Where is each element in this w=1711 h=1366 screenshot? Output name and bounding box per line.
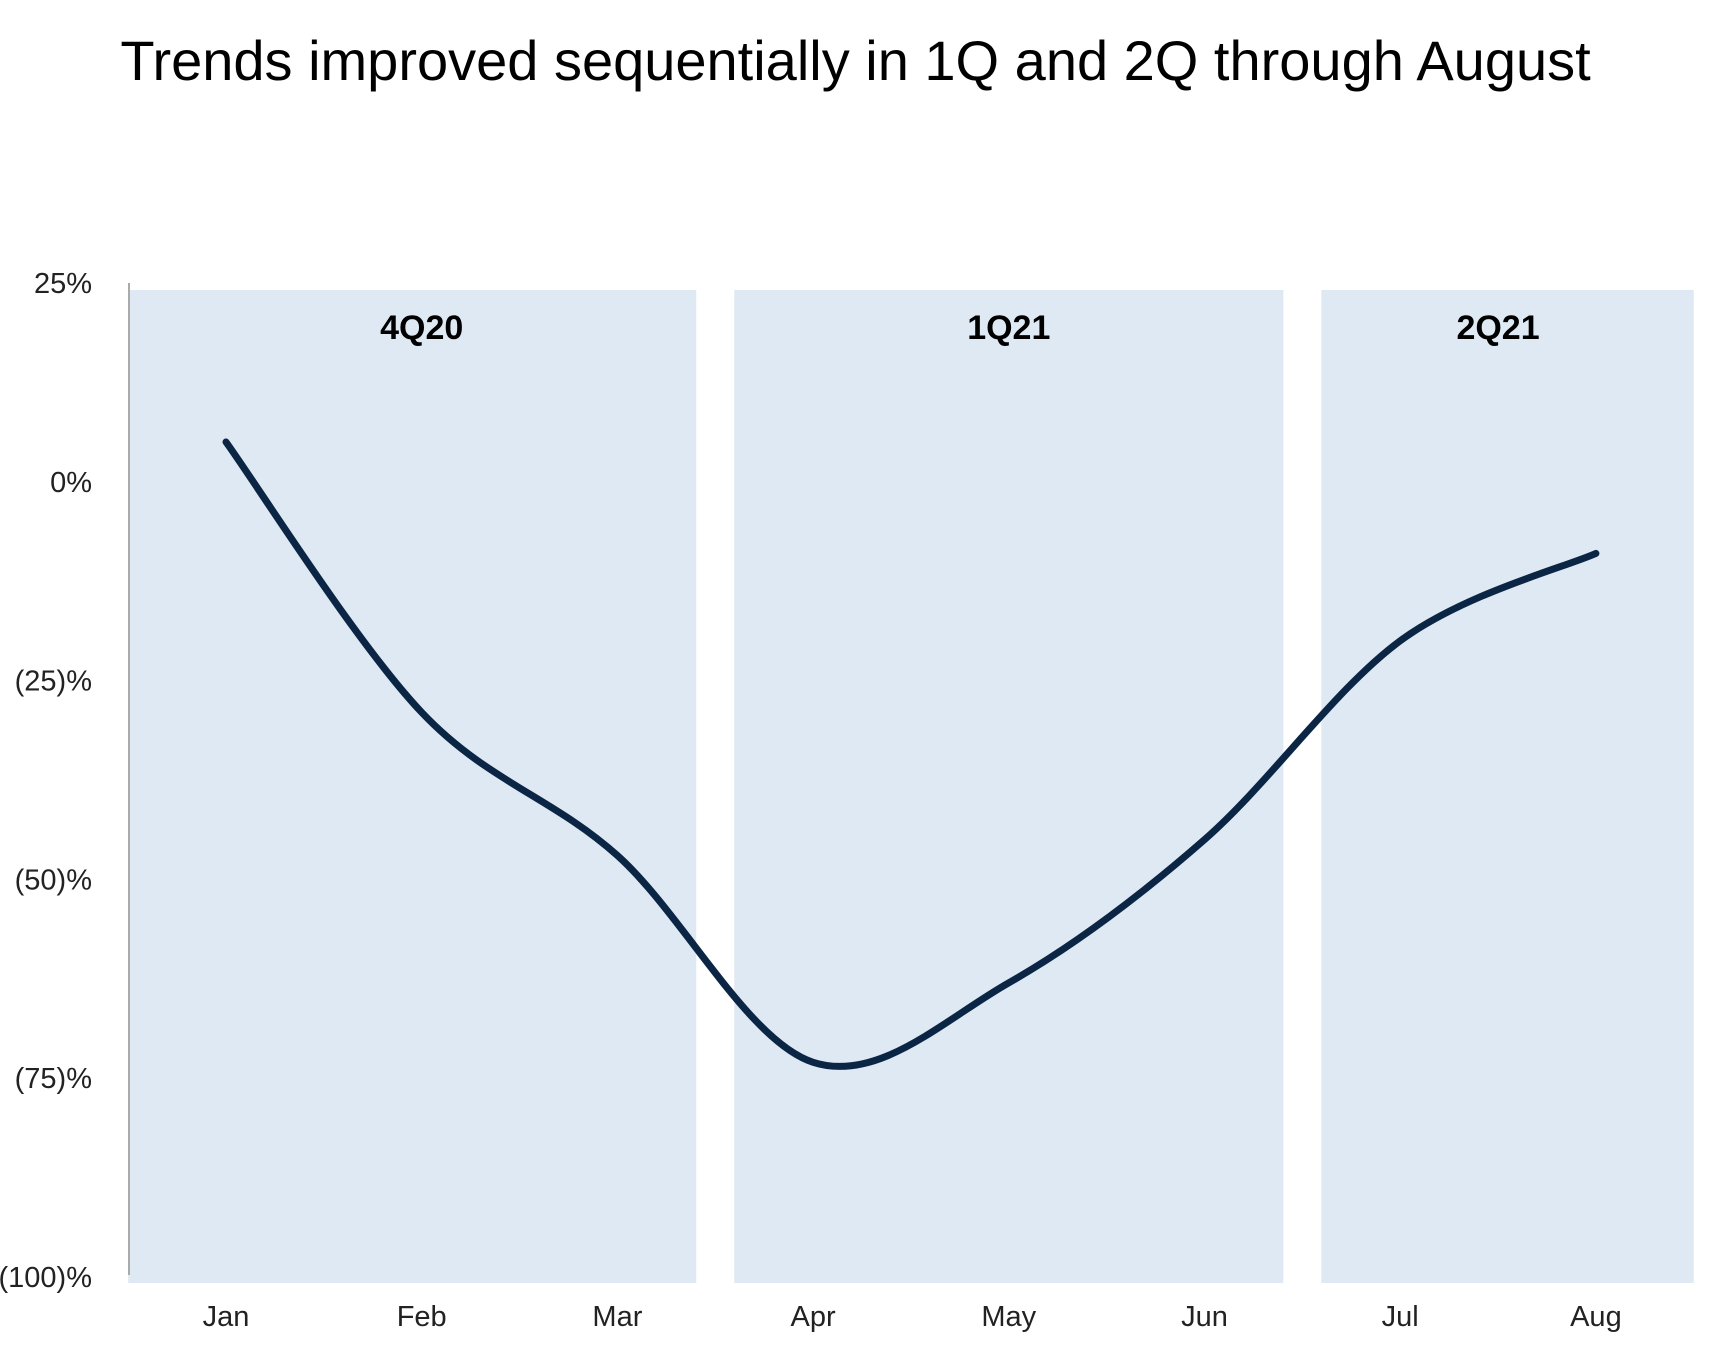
y-tick-label: (25)% [15,666,92,698]
x-tick-label-mar: Mar [592,1301,642,1333]
band-2q21 [1321,290,1694,1283]
data-point-mar [614,852,621,859]
series-line [222,438,1600,1070]
x-tick-label-apr: Apr [791,1301,836,1333]
data-point-apr [810,1059,817,1066]
band-label-2q21: 2Q21 [1456,309,1539,347]
y-tick-label: 0% [50,467,92,499]
data-point-may [1005,979,1012,986]
quarter-bands: 4Q20 1Q21 2Q21 [128,290,1694,1283]
band-1q21 [734,290,1284,1283]
y-tick-label: 25% [34,268,92,300]
data-point-jan [223,439,230,446]
x-tick-label-feb: Feb [397,1301,447,1333]
x-tick-label-may: May [981,1301,1036,1333]
x-tick-label-aug: Aug [1570,1301,1622,1333]
data-point-aug [1592,550,1599,557]
data-point-jun [1201,836,1208,843]
x-tick-label-jul: Jul [1382,1301,1419,1333]
x-tick-label-jan: Jan [203,1301,250,1333]
x-tick-label-jun: Jun [1181,1301,1228,1333]
y-tick-label: (50)% [15,864,92,896]
data-point-jul [1397,637,1404,644]
y-axis-ticks: 25% 0% (25)% (50)% (75)% (100)% [0,268,92,1294]
y-tick-label: (75)% [15,1063,92,1095]
y-tick-label: (100)% [0,1262,92,1294]
band-4q20 [128,290,697,1283]
chart-title: Trends improved sequentially in 1Q and 2… [120,29,1591,92]
data-point-feb [418,709,425,716]
series-layer [222,438,1600,1070]
x-axis-ticks: Jan Feb Mar Apr May Jun Jul Aug [203,1301,1622,1333]
band-label-4q20: 4Q20 [380,309,463,347]
band-label-1q21: 1Q21 [967,309,1050,347]
